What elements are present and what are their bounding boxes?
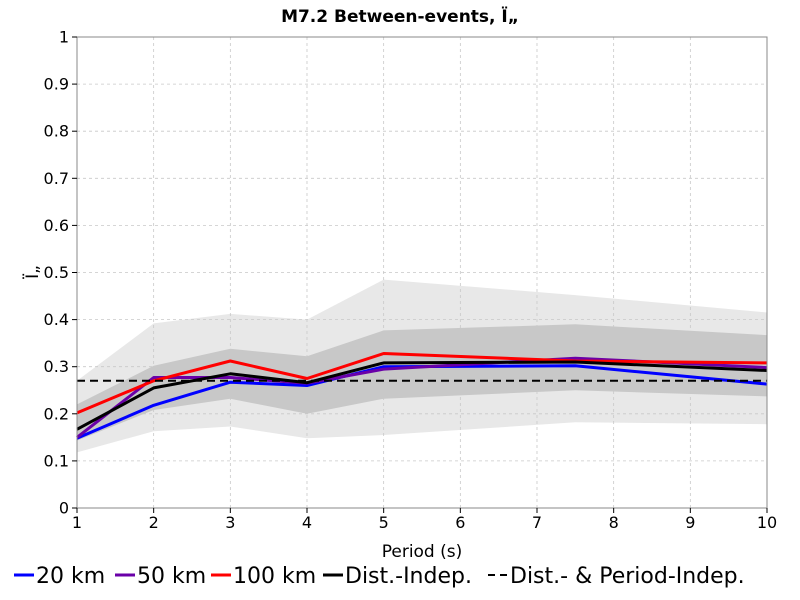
legend-label: Dist.-Indep. — [345, 564, 472, 589]
y-tick-label: 0.7 — [44, 169, 69, 188]
y-axis-ticks: 0 0.1 0.2 0.3 0.4 0.5 0.6 0.7 0.8 0.9 1 — [44, 28, 77, 518]
chart-title: M7.2 Between-events, Ï„ — [281, 5, 519, 27]
x-tick-label: 1 — [72, 513, 82, 532]
series-line-3 — [76, 360, 768, 431]
series-lines — [76, 352, 768, 440]
x-tick-label: 9 — [685, 513, 695, 532]
y-tick-label: 0.9 — [44, 75, 69, 94]
x-axis-label: Period (s) — [382, 542, 463, 562]
x-tick-label: 6 — [455, 513, 465, 532]
x-tick-label: 8 — [609, 513, 619, 532]
x-tick-label: 7 — [532, 513, 542, 532]
y-tick-label: 0.1 — [44, 451, 69, 470]
x-tick-label: 4 — [302, 513, 312, 532]
y-tick-label: 0.5 — [44, 263, 69, 282]
grid — [77, 37, 767, 508]
legend-label: 100 km — [233, 564, 316, 589]
x-tick-label: 5 — [379, 513, 389, 532]
legend-label: 50 km — [137, 564, 206, 589]
y-tick-label: 0 — [59, 499, 69, 518]
y-tick-label: 0.2 — [44, 404, 69, 423]
legend-label: Dist.- & Period-Indep. — [510, 564, 745, 589]
y-tick-label: 0.4 — [44, 310, 69, 329]
y-axis-label: Ï„ — [22, 265, 43, 279]
x-axis-ticks: 1 2 3 4 5 6 7 8 9 10 — [72, 508, 777, 532]
x-tick-label: 10 — [757, 513, 777, 532]
legend-label: 20 km — [36, 564, 105, 589]
band-1 — [77, 324, 767, 441]
legend: 20 km 50 km 100 km Dist.-Indep. Dist.- & Per… — [14, 564, 745, 589]
x-tick-label: 2 — [149, 513, 159, 532]
x-tick-label: 3 — [225, 513, 235, 532]
series-line-0 — [76, 364, 768, 440]
y-tick-label: 0.8 — [44, 122, 69, 141]
y-tick-label: 0.3 — [44, 357, 69, 376]
y-tick-label: 0.6 — [44, 216, 69, 235]
y-tick-label: 1 — [59, 28, 69, 47]
